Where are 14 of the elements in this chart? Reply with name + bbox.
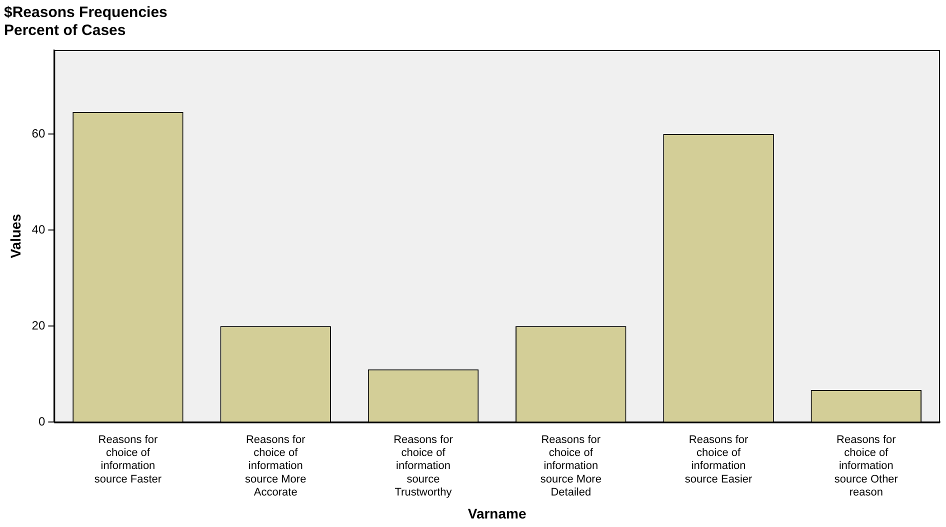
x-tick-label: Reasons for choice of information source More Accorate [245, 434, 306, 499]
chart-subtitle: Percent of Cases [4, 22, 126, 40]
y-tick-label: 60 [32, 126, 46, 140]
x-tick-label: Reasons for choice of information source Other reason [834, 434, 898, 499]
y-axis-title: Values [7, 214, 24, 258]
y-tick-label: 40 [32, 222, 46, 236]
x-tick-label: Reasons for choice of information source Trustworthy [394, 434, 454, 499]
x-tick-label: Reasons for choice of information source Faster [94, 434, 162, 486]
y-tick-label: 0 [38, 414, 46, 429]
y-tick-label: 20 [32, 318, 46, 332]
x-axis-title: Varname [468, 505, 526, 522]
x-tick-label: Reasons for choice of information source Easier [684, 434, 752, 486]
chart-title: $Reasons Frequencies [4, 4, 168, 22]
x-tick-label: Reasons for choice of information source More Detailed [540, 434, 602, 499]
